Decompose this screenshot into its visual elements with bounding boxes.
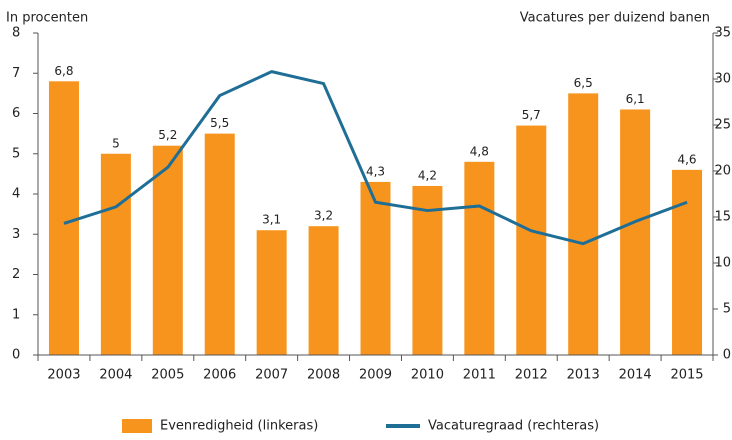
value-label: 5	[112, 136, 120, 150]
x-tick-label: 2007	[255, 368, 288, 383]
line	[63, 70, 688, 246]
bar	[620, 109, 651, 355]
y2-tick-label: 15	[714, 210, 731, 225]
y2-axis-label: Vacatures per duizend banen	[520, 11, 710, 26]
value-label: 4,6	[677, 152, 696, 166]
bar	[308, 226, 339, 355]
y-tick-label: 4	[12, 187, 20, 202]
bar	[568, 93, 599, 355]
x-tick-label: 2013	[567, 368, 600, 383]
value-label: 3,1	[262, 213, 281, 227]
bar	[256, 230, 287, 355]
x-tick-label: 2012	[515, 368, 548, 383]
y2-tick-label: 5	[723, 302, 731, 317]
bar	[100, 153, 131, 355]
bar	[412, 185, 443, 355]
value-label: 6,8	[54, 64, 73, 78]
value-label: 4,2	[418, 168, 437, 182]
legend-label: Evenredigheid (linkeras)	[160, 419, 318, 434]
y-tick-label: 0	[12, 348, 20, 363]
y2-tick-label: 30	[714, 72, 731, 87]
y-tick-label: 2	[12, 267, 20, 282]
bar	[672, 169, 703, 355]
x-tick-label: 2009	[359, 368, 392, 383]
value-label: 4,3	[366, 164, 385, 178]
legend-label: Vacaturegraad (rechteras)	[428, 419, 599, 434]
bar	[516, 125, 547, 355]
bar	[360, 181, 391, 355]
x-tick-label: 2004	[99, 368, 132, 383]
x-tick-label: 2006	[203, 368, 236, 383]
value-label: 6,1	[626, 92, 645, 106]
y-tick-label: 7	[12, 66, 20, 81]
y-tick-label: 3	[12, 227, 20, 242]
y-tick-label: 5	[12, 146, 20, 161]
value-label: 5,7	[522, 108, 541, 122]
x-tick-label: 2014	[619, 368, 652, 383]
y2-tick-label: 35	[714, 26, 731, 41]
bar	[48, 81, 79, 356]
y2-tick-label: 0	[723, 348, 731, 363]
bar	[464, 161, 495, 355]
bar	[204, 133, 235, 355]
y-tick-label: 1	[12, 307, 20, 322]
x-tick-label: 2008	[307, 368, 340, 383]
value-label: 5,5	[210, 116, 229, 130]
x-tick-label: 2015	[670, 368, 703, 383]
value-label: 5,2	[158, 128, 177, 142]
y2-tick-label: 10	[714, 256, 731, 271]
y-axis-label: In procenten	[6, 11, 88, 26]
legend-swatch	[122, 419, 152, 433]
bar	[152, 145, 183, 355]
y-tick-label: 6	[12, 106, 20, 121]
value-label: 6,5	[574, 76, 593, 90]
x-tick-label: 2003	[47, 368, 80, 383]
value-label: 3,2	[314, 209, 333, 223]
x-tick-label: 2010	[411, 368, 444, 383]
x-tick-label: 2005	[151, 368, 184, 383]
y-tick-label: 8	[12, 26, 20, 41]
y2-tick-label: 25	[714, 118, 731, 133]
x-tick-label: 2011	[463, 368, 496, 383]
y2-tick-label: 20	[714, 164, 731, 179]
value-label: 4,8	[470, 144, 489, 158]
